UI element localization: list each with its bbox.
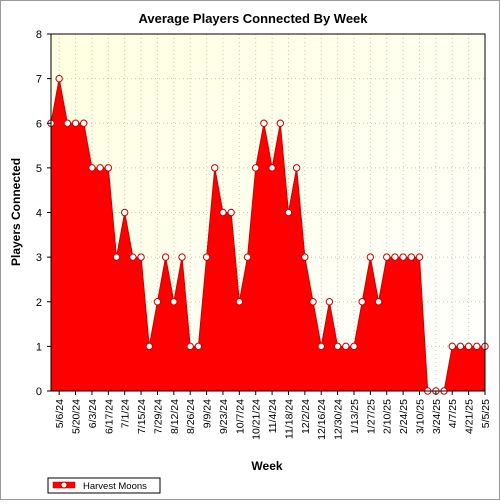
data-point xyxy=(88,164,96,172)
data-point xyxy=(292,164,301,172)
data-point xyxy=(325,298,334,306)
data-point xyxy=(276,119,284,127)
data-point xyxy=(243,253,252,261)
x-tick-label: 11/18/24 xyxy=(283,399,295,439)
data-point xyxy=(268,164,276,172)
data-point xyxy=(219,208,227,217)
y-axis-ticks: 0 1 2 3 4 5 6 7 8 xyxy=(36,29,51,398)
data-point xyxy=(309,298,317,306)
data-point xyxy=(383,253,391,261)
data-point xyxy=(407,253,416,261)
x-tick-label: 12/16/24 xyxy=(316,399,328,440)
data-point xyxy=(186,342,194,351)
y-axis-label: Players Connected xyxy=(9,158,23,266)
y-tick-label: 1 xyxy=(36,341,42,353)
data-point xyxy=(366,253,375,261)
data-point xyxy=(80,119,88,127)
x-tick-label: 5/6/24 xyxy=(54,399,66,428)
data-point xyxy=(317,342,325,351)
data-point xyxy=(301,253,309,261)
data-point xyxy=(178,253,186,261)
data-point xyxy=(456,342,465,351)
x-tick-label: 7/1/24 xyxy=(120,399,132,428)
data-point xyxy=(63,119,72,127)
legend: Harvest Moons xyxy=(47,477,161,494)
x-tick-label: 5/20/24 xyxy=(71,399,83,434)
y-tick-label: 4 xyxy=(36,208,42,220)
data-point xyxy=(235,298,244,306)
chart-title: Average Players Connected By Week xyxy=(138,11,368,26)
x-tick-label: 7/15/24 xyxy=(136,399,148,434)
data-point xyxy=(260,119,268,127)
data-point xyxy=(145,342,153,351)
y-tick-label: 0 xyxy=(36,386,42,398)
data-point xyxy=(104,164,113,172)
x-tick-label: 8/12/24 xyxy=(169,399,181,434)
y-tick-label: 5 xyxy=(36,163,42,175)
x-tick-label: 4/7/25 xyxy=(447,399,459,428)
x-tick-label: 12/30/24 xyxy=(333,399,345,440)
data-point xyxy=(284,208,293,217)
data-point xyxy=(112,253,121,261)
x-tick-label: 12/2/24 xyxy=(300,399,312,434)
data-point xyxy=(129,253,137,261)
x-tick-label: 2/24/25 xyxy=(398,399,410,434)
data-point xyxy=(227,208,235,217)
data-point xyxy=(194,342,203,351)
x-tick-label: 6/3/24 xyxy=(87,399,99,428)
x-tick-label: 10/21/24 xyxy=(251,399,263,440)
x-tick-label: 5/5/25 xyxy=(480,399,492,428)
y-tick-label: 2 xyxy=(36,297,42,309)
legend-frame xyxy=(47,477,161,494)
x-tick-label: 6/17/24 xyxy=(103,399,115,434)
data-point xyxy=(448,342,456,351)
y-tick-label: 3 xyxy=(36,252,42,264)
data-point xyxy=(473,342,481,351)
data-point xyxy=(120,208,129,217)
legend-entry-label: Harvest Moons xyxy=(83,481,147,492)
data-point xyxy=(374,298,383,306)
x-axis-ticks: 5/6/24 5/20/24 6/3/24 6/17/24 7/1/24 7/15/24 7… xyxy=(54,391,492,440)
data-point xyxy=(399,253,407,261)
x-tick-label: 7/29/24 xyxy=(152,399,164,434)
data-point xyxy=(137,253,145,261)
x-tick-label: 9/23/24 xyxy=(218,399,230,434)
x-tick-label: 1/13/25 xyxy=(349,399,361,434)
x-tick-label: 4/21/25 xyxy=(464,399,476,434)
x-tick-label: 11/4/24 xyxy=(267,399,279,433)
data-point xyxy=(415,253,424,261)
data-point xyxy=(153,298,162,306)
data-point xyxy=(161,253,170,261)
data-point xyxy=(55,74,63,83)
data-point xyxy=(333,342,342,351)
x-tick-label: 9/9/24 xyxy=(202,399,214,428)
x-tick-label: 1/27/25 xyxy=(365,399,377,434)
x-tick-label: 8/26/24 xyxy=(185,399,197,434)
data-point xyxy=(170,298,178,306)
data-point xyxy=(342,342,350,351)
y-tick-label: 8 xyxy=(36,29,42,41)
x-tick-label: 10/7/24 xyxy=(234,399,246,434)
data-point xyxy=(202,253,211,261)
data-point xyxy=(358,298,366,306)
data-point xyxy=(391,253,399,261)
y-tick-label: 6 xyxy=(36,118,42,130)
y-tick-label: 7 xyxy=(36,74,42,86)
data-point xyxy=(71,119,80,127)
data-point xyxy=(211,164,219,172)
data-point xyxy=(464,342,473,351)
data-point xyxy=(350,342,358,351)
x-tick-label: 3/24/25 xyxy=(431,399,443,434)
data-point xyxy=(96,164,104,172)
x-tick-label: 2/10/25 xyxy=(382,399,394,434)
x-axis-label: Week xyxy=(251,459,282,473)
legend-marker xyxy=(60,481,68,489)
data-point xyxy=(252,164,260,172)
x-tick-label: 3/10/25 xyxy=(414,399,426,434)
